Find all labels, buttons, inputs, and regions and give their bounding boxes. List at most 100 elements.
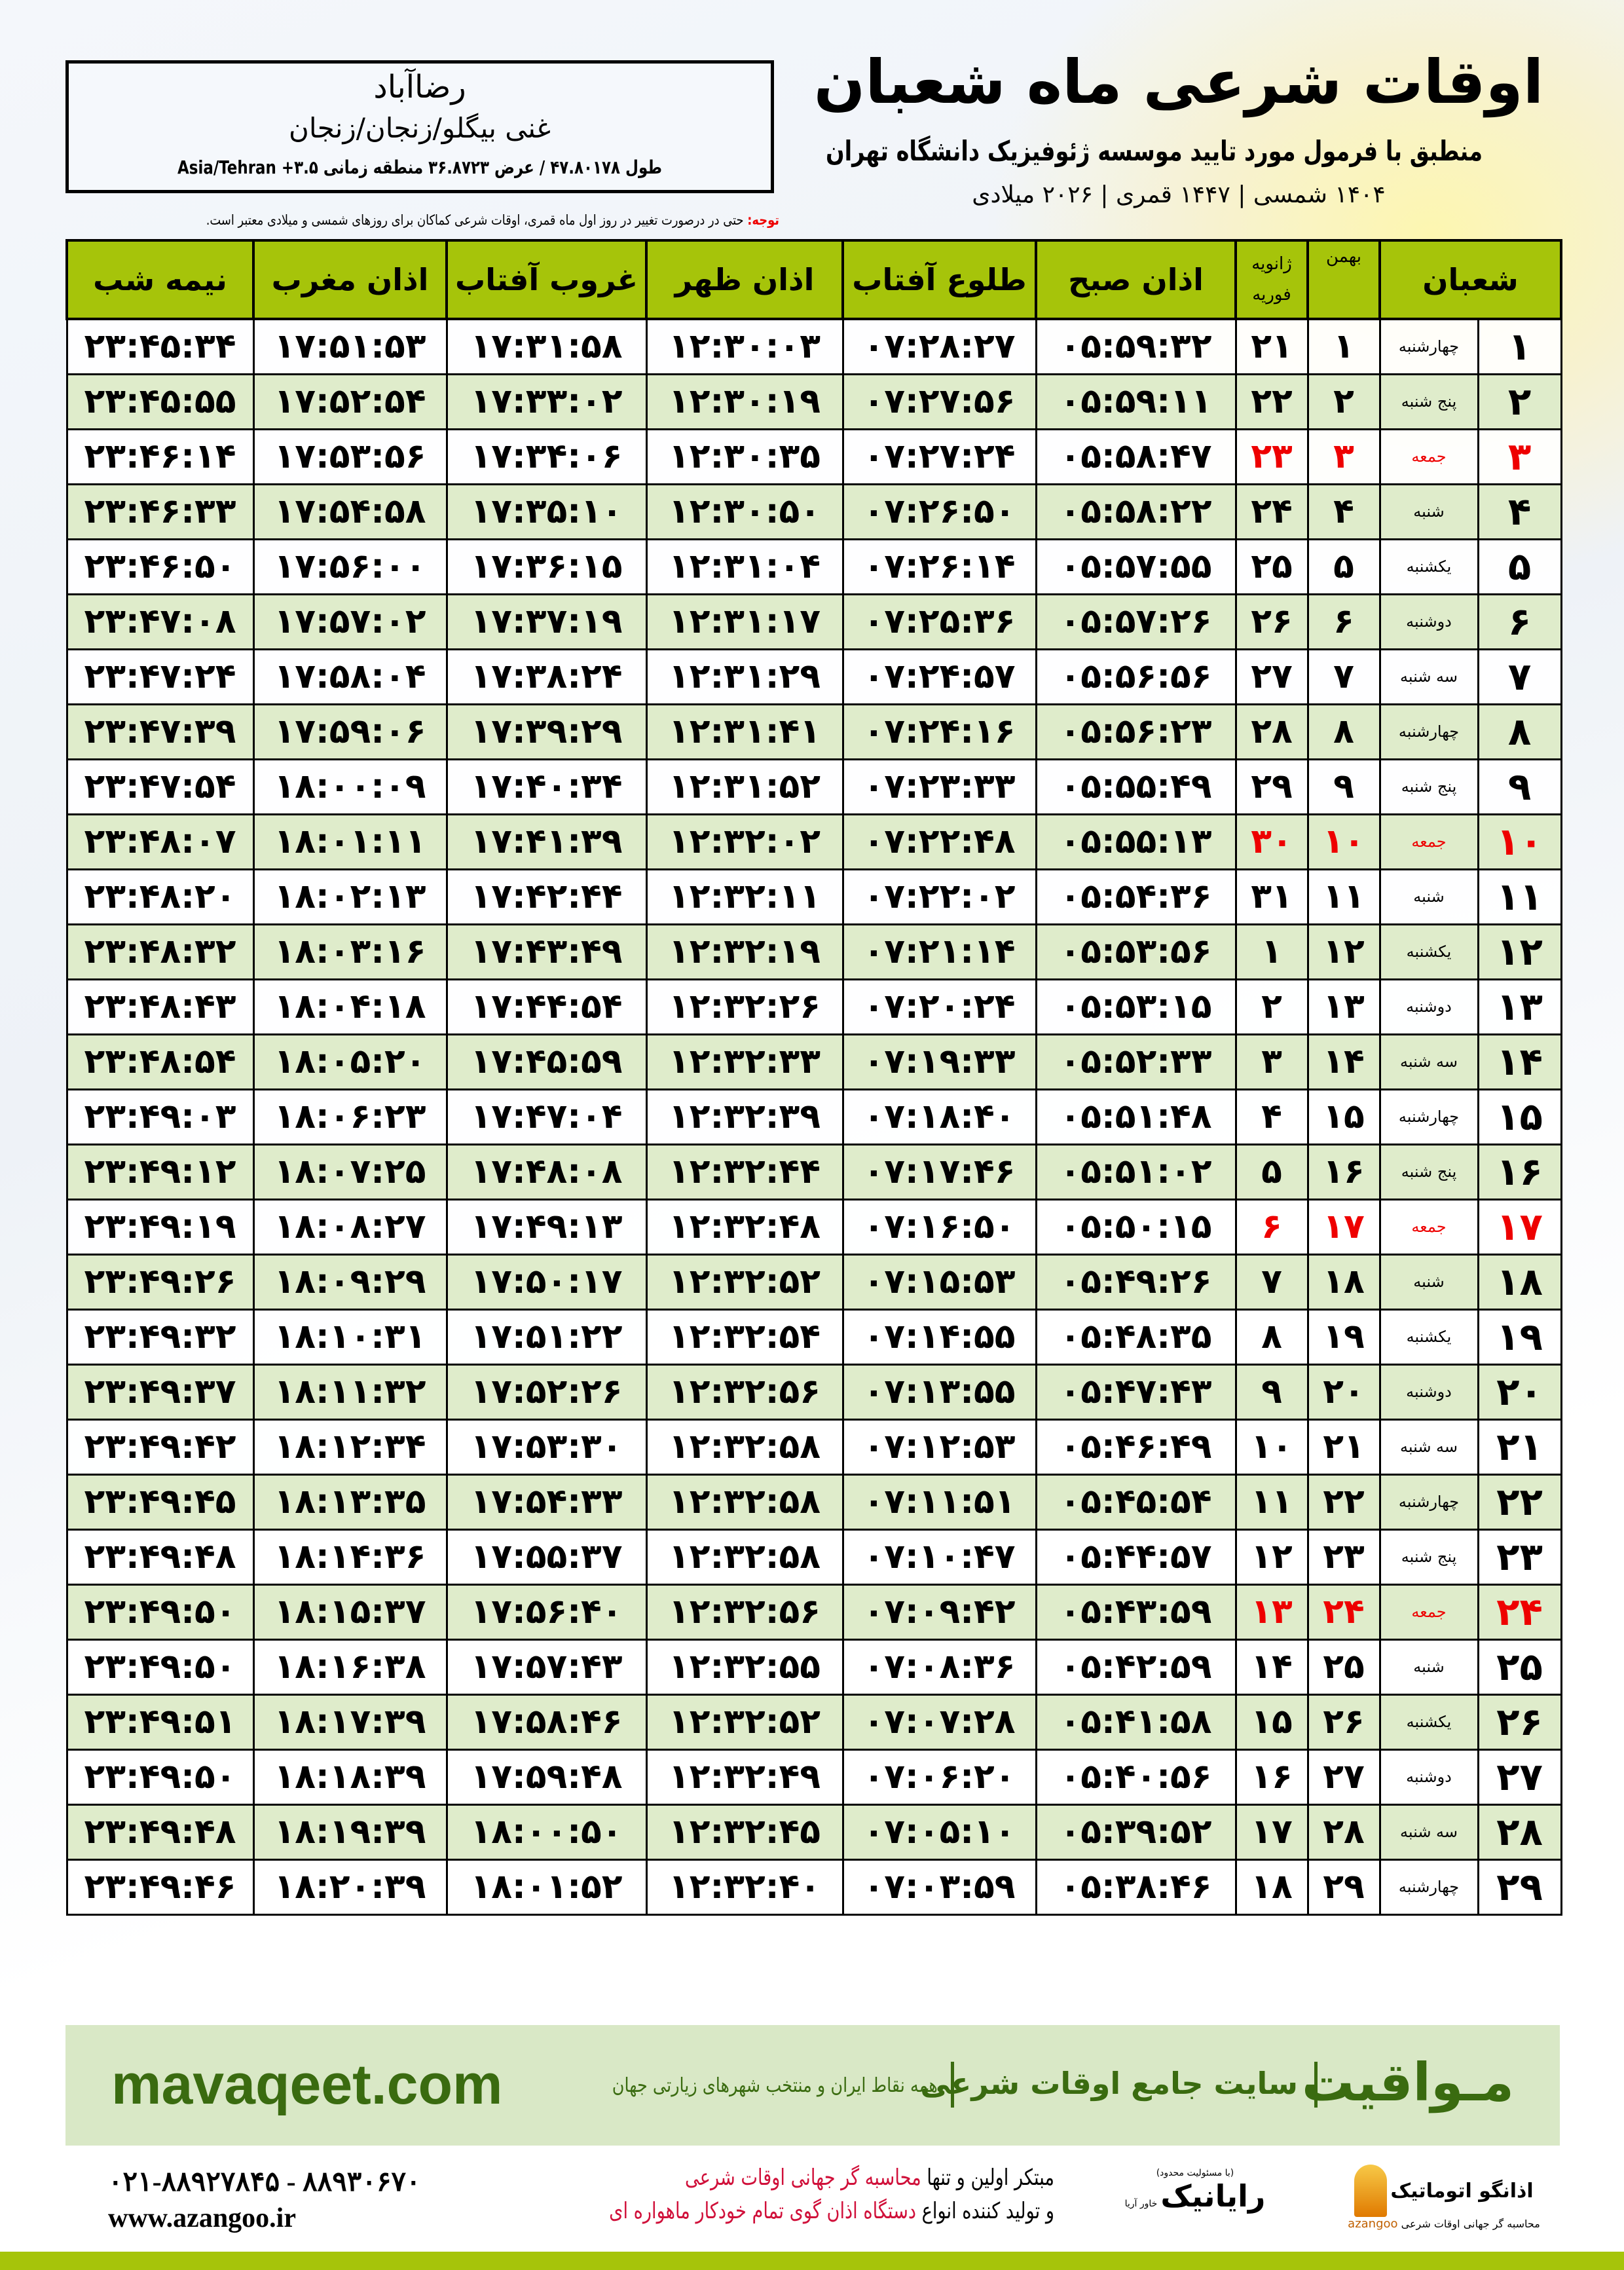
hijri-day: ۲۶ (1477, 1693, 1562, 1751)
table-row: ۱۰ جمعه ۱۰ ۳۰ ۰۵:۵۵:۱۳ ۰۷:۲۲:۴۸ ۱۲:۳۲:۰۲ ۱۷:۴۱:… (65, 813, 1562, 870)
website-link[interactable]: www.azangoo.ir (108, 2203, 296, 2233)
maghrib-time: ۱۸:۰۹:۲۹ (252, 1253, 448, 1311)
table-row: ۶ دوشنبه ۶ ۲۶ ۰۵:۵۷:۲۶ ۰۷:۲۵:۳۶ ۱۲:۳۱:۱۷ ۱۷:۳۷:… (65, 593, 1562, 650)
nime-time: ۲۳:۴۹:۴۶ (65, 1858, 255, 1916)
shamsi-day: ۹ (1306, 758, 1381, 815)
gregorian-day: ۷ (1234, 1253, 1309, 1311)
prayer-times-table: شعبان بهمن ژانویه فوریه اذان صبح طلوع آفت… (65, 239, 1563, 1916)
gregorian-day: ۳۱ (1234, 868, 1309, 925)
maghrib-time: ۱۸:۰۲:۱۳ (252, 868, 448, 925)
ghorub-time: ۱۷:۵۵:۳۷ (445, 1528, 648, 1586)
header-greg-bottom: فوریه (1252, 285, 1291, 305)
ghorub-time: ۱۷:۵۷:۴۳ (445, 1638, 648, 1696)
zohr-time: ۱۲:۳۲:۵۶ (645, 1363, 844, 1421)
table-row: ۵ یکشنبه ۵ ۲۵ ۰۵:۵۷:۵۵ ۰۷:۲۶:۱۴ ۱۲:۳۱:۰۴ ۱۷:۳۶:… (65, 538, 1562, 595)
hijri-day: ۲۸ (1477, 1803, 1562, 1861)
shamsi-day: ۲۲ (1306, 1473, 1381, 1531)
azangoo-logo: اذانگو اتوماتیک محاسبه گر جهانی اوقات شر… (1336, 2165, 1552, 2231)
sobh-time: ۰۵:۵۵:۱۳ (1035, 813, 1237, 870)
tolu-time: ۰۷:۲۵:۳۶ (841, 593, 1037, 650)
shamsi-day: ۲۹ (1306, 1858, 1381, 1916)
nime-time: ۲۳:۴۹:۴۲ (65, 1418, 255, 1476)
sobh-time: ۰۵:۵۲:۳۳ (1035, 1033, 1237, 1090)
weekday: چهارشنبه (1378, 1088, 1479, 1145)
tolu-time: ۰۷:۱۹:۳۳ (841, 1033, 1037, 1090)
maghrib-time: ۱۸:۰۴:۱۸ (252, 978, 448, 1035)
tolu-time: ۰۷:۱۳:۵۵ (841, 1363, 1037, 1421)
tolu-time: ۰۷:۲۰:۲۴ (841, 978, 1037, 1035)
table-row: ۲۷ دوشنبه ۲۷ ۱۶ ۰۵:۴۰:۵۶ ۰۷:۰۶:۲۰ ۱۲:۳۲:۴۹ ۱۷:۵… (65, 1748, 1562, 1806)
city-name: رضاآباد (373, 69, 466, 105)
table-row: ۱۹ یکشنبه ۱۹ ۸ ۰۵:۴۸:۳۵ ۰۷:۱۴:۵۵ ۱۲:۳۲:۵۴ ۱۷:۵۱… (65, 1308, 1562, 1366)
coordinates: طول ۴۷.۸۰۱۷۸ / عرض ۳۶.۸۷۲۳ منطقه زمانی ۳… (177, 157, 662, 178)
maghrib-time: ۱۷:۵۹:۰۶ (252, 703, 448, 760)
nime-time: ۲۳:۴۸:۳۲ (65, 923, 255, 980)
gregorian-day: ۲۶ (1234, 593, 1309, 650)
maghrib-time: ۱۷:۵۱:۵۳ (252, 318, 448, 375)
nime-time: ۲۳:۴۹:۴۸ (65, 1528, 255, 1586)
ghorub-time: ۱۷:۴۰:۳۴ (445, 758, 648, 815)
zohr-time: ۱۲:۳۲:۵۵ (645, 1638, 844, 1696)
zohr-time: ۱۲:۳۲:۵۴ (645, 1308, 844, 1366)
promo-line2-a: و تولید کننده انواع (916, 2198, 1054, 2224)
header-sobh: اذان صبح (1035, 239, 1237, 320)
tolu-time: ۰۷:۲۴:۵۷ (841, 648, 1037, 705)
tolu-time: ۰۷:۱۱:۵۱ (841, 1473, 1037, 1531)
divider (1314, 2062, 1318, 2108)
tolu-time: ۰۷:۱۴:۵۵ (841, 1308, 1037, 1366)
weekday: جمعه (1378, 813, 1479, 870)
year-line: ۱۴۰۴ شمسی | ۱۴۴۷ قمری | ۲۰۲۶ میلادی (972, 181, 1386, 208)
table-row: ۲۸ سه شنبه ۲۸ ۱۷ ۰۵:۳۹:۵۲ ۰۷:۰۵:۱۰ ۱۲:۳۲:۴۵ ۱۸:… (65, 1803, 1562, 1861)
hijri-day: ۱۱ (1477, 868, 1562, 925)
header-hijri: شعبان (1378, 239, 1563, 320)
table-row: ۱۴ سه شنبه ۱۴ ۳ ۰۵:۵۲:۳۳ ۰۷:۱۹:۳۳ ۱۲:۳۲:۳۳ ۱۷:۴… (65, 1033, 1562, 1090)
maghrib-time: ۱۸:۱۲:۳۴ (252, 1418, 448, 1476)
nime-time: ۲۳:۴۹:۴۸ (65, 1803, 255, 1861)
gregorian-day: ۱۱ (1234, 1473, 1309, 1531)
shamsi-day: ۲۸ (1306, 1803, 1381, 1861)
zohr-time: ۱۲:۳۲:۵۲ (645, 1693, 844, 1751)
zohr-time: ۱۲:۳۰:۳۵ (645, 428, 844, 485)
tolu-time: ۰۷:۱۸:۴۰ (841, 1088, 1037, 1145)
shamsi-day: ۱۵ (1306, 1088, 1381, 1145)
zohr-time: ۱۲:۳۲:۵۸ (645, 1473, 844, 1531)
zohr-time: ۱۲:۳۲:۴۰ (645, 1858, 844, 1916)
title-block: اوقات شرعی ماه شعبان منطبق با فرمول مورد… (799, 46, 1559, 216)
hijri-day: ۶ (1477, 593, 1562, 650)
gregorian-day: ۲۱ (1234, 318, 1309, 375)
table-header: شعبان بهمن ژانویه فوریه اذان صبح طلوع آفت… (65, 239, 1563, 320)
ghorub-time: ۱۷:۵۸:۴۶ (445, 1693, 648, 1751)
maghrib-time: ۱۷:۵۶:۰۰ (252, 538, 448, 595)
gregorian-day: ۱ (1234, 923, 1309, 980)
shamsi-day: ۲۵ (1306, 1638, 1381, 1696)
weekday: شنبه (1378, 483, 1479, 540)
weekday: جمعه (1378, 1198, 1479, 1256)
hijri-day: ۱۰ (1477, 813, 1562, 870)
sobh-time: ۰۵:۴۱:۵۸ (1035, 1693, 1237, 1751)
site-link[interactable]: mavaqeet.com (111, 2053, 503, 2116)
header-ghorub: غروب آفتاب (445, 239, 648, 320)
tolu-time: ۰۷:۰۳:۵۹ (841, 1858, 1037, 1916)
tolu-time: ۰۷:۲۸:۲۷ (841, 318, 1037, 375)
sobh-time: ۰۵:۴۵:۵۴ (1035, 1473, 1237, 1531)
maghrib-time: ۱۸:۱۸:۳۹ (252, 1748, 448, 1806)
sobh-time: ۰۵:۴۹:۲۶ (1035, 1253, 1237, 1311)
sobh-time: ۰۵:۵۳:۵۶ (1035, 923, 1237, 980)
ghorub-time: ۱۷:۴۷:۰۴ (445, 1088, 648, 1145)
nime-time: ۲۳:۴۹:۵۱ (65, 1693, 255, 1751)
divider (951, 2062, 954, 2108)
zohr-time: ۱۲:۳۲:۵۲ (645, 1253, 844, 1311)
nime-time: ۲۳:۴۶:۵۰ (65, 538, 255, 595)
ghorub-time: ۱۷:۳۶:۱۵ (445, 538, 648, 595)
nime-time: ۲۳:۴۷:۲۴ (65, 648, 255, 705)
contact-info: ۰۲۱-۸۸۹۲۷۸۴۵ - ۸۸۹۳۰۶۷۰ www.azangoo.ir (108, 2165, 421, 2236)
gregorian-day: ۳۰ (1234, 813, 1309, 870)
ghorub-time: ۱۷:۴۱:۳۹ (445, 813, 648, 870)
maghrib-time: ۱۷:۵۴:۵۸ (252, 483, 448, 540)
sobh-time: ۰۵:۴۰:۵۶ (1035, 1748, 1237, 1806)
gregorian-day: ۲۴ (1234, 483, 1309, 540)
ghorub-time: ۱۷:۵۲:۲۶ (445, 1363, 648, 1421)
gregorian-day: ۱۷ (1234, 1803, 1309, 1861)
weekday: چهارشنبه (1378, 1473, 1479, 1531)
ghorub-time: ۱۷:۴۲:۴۴ (445, 868, 648, 925)
